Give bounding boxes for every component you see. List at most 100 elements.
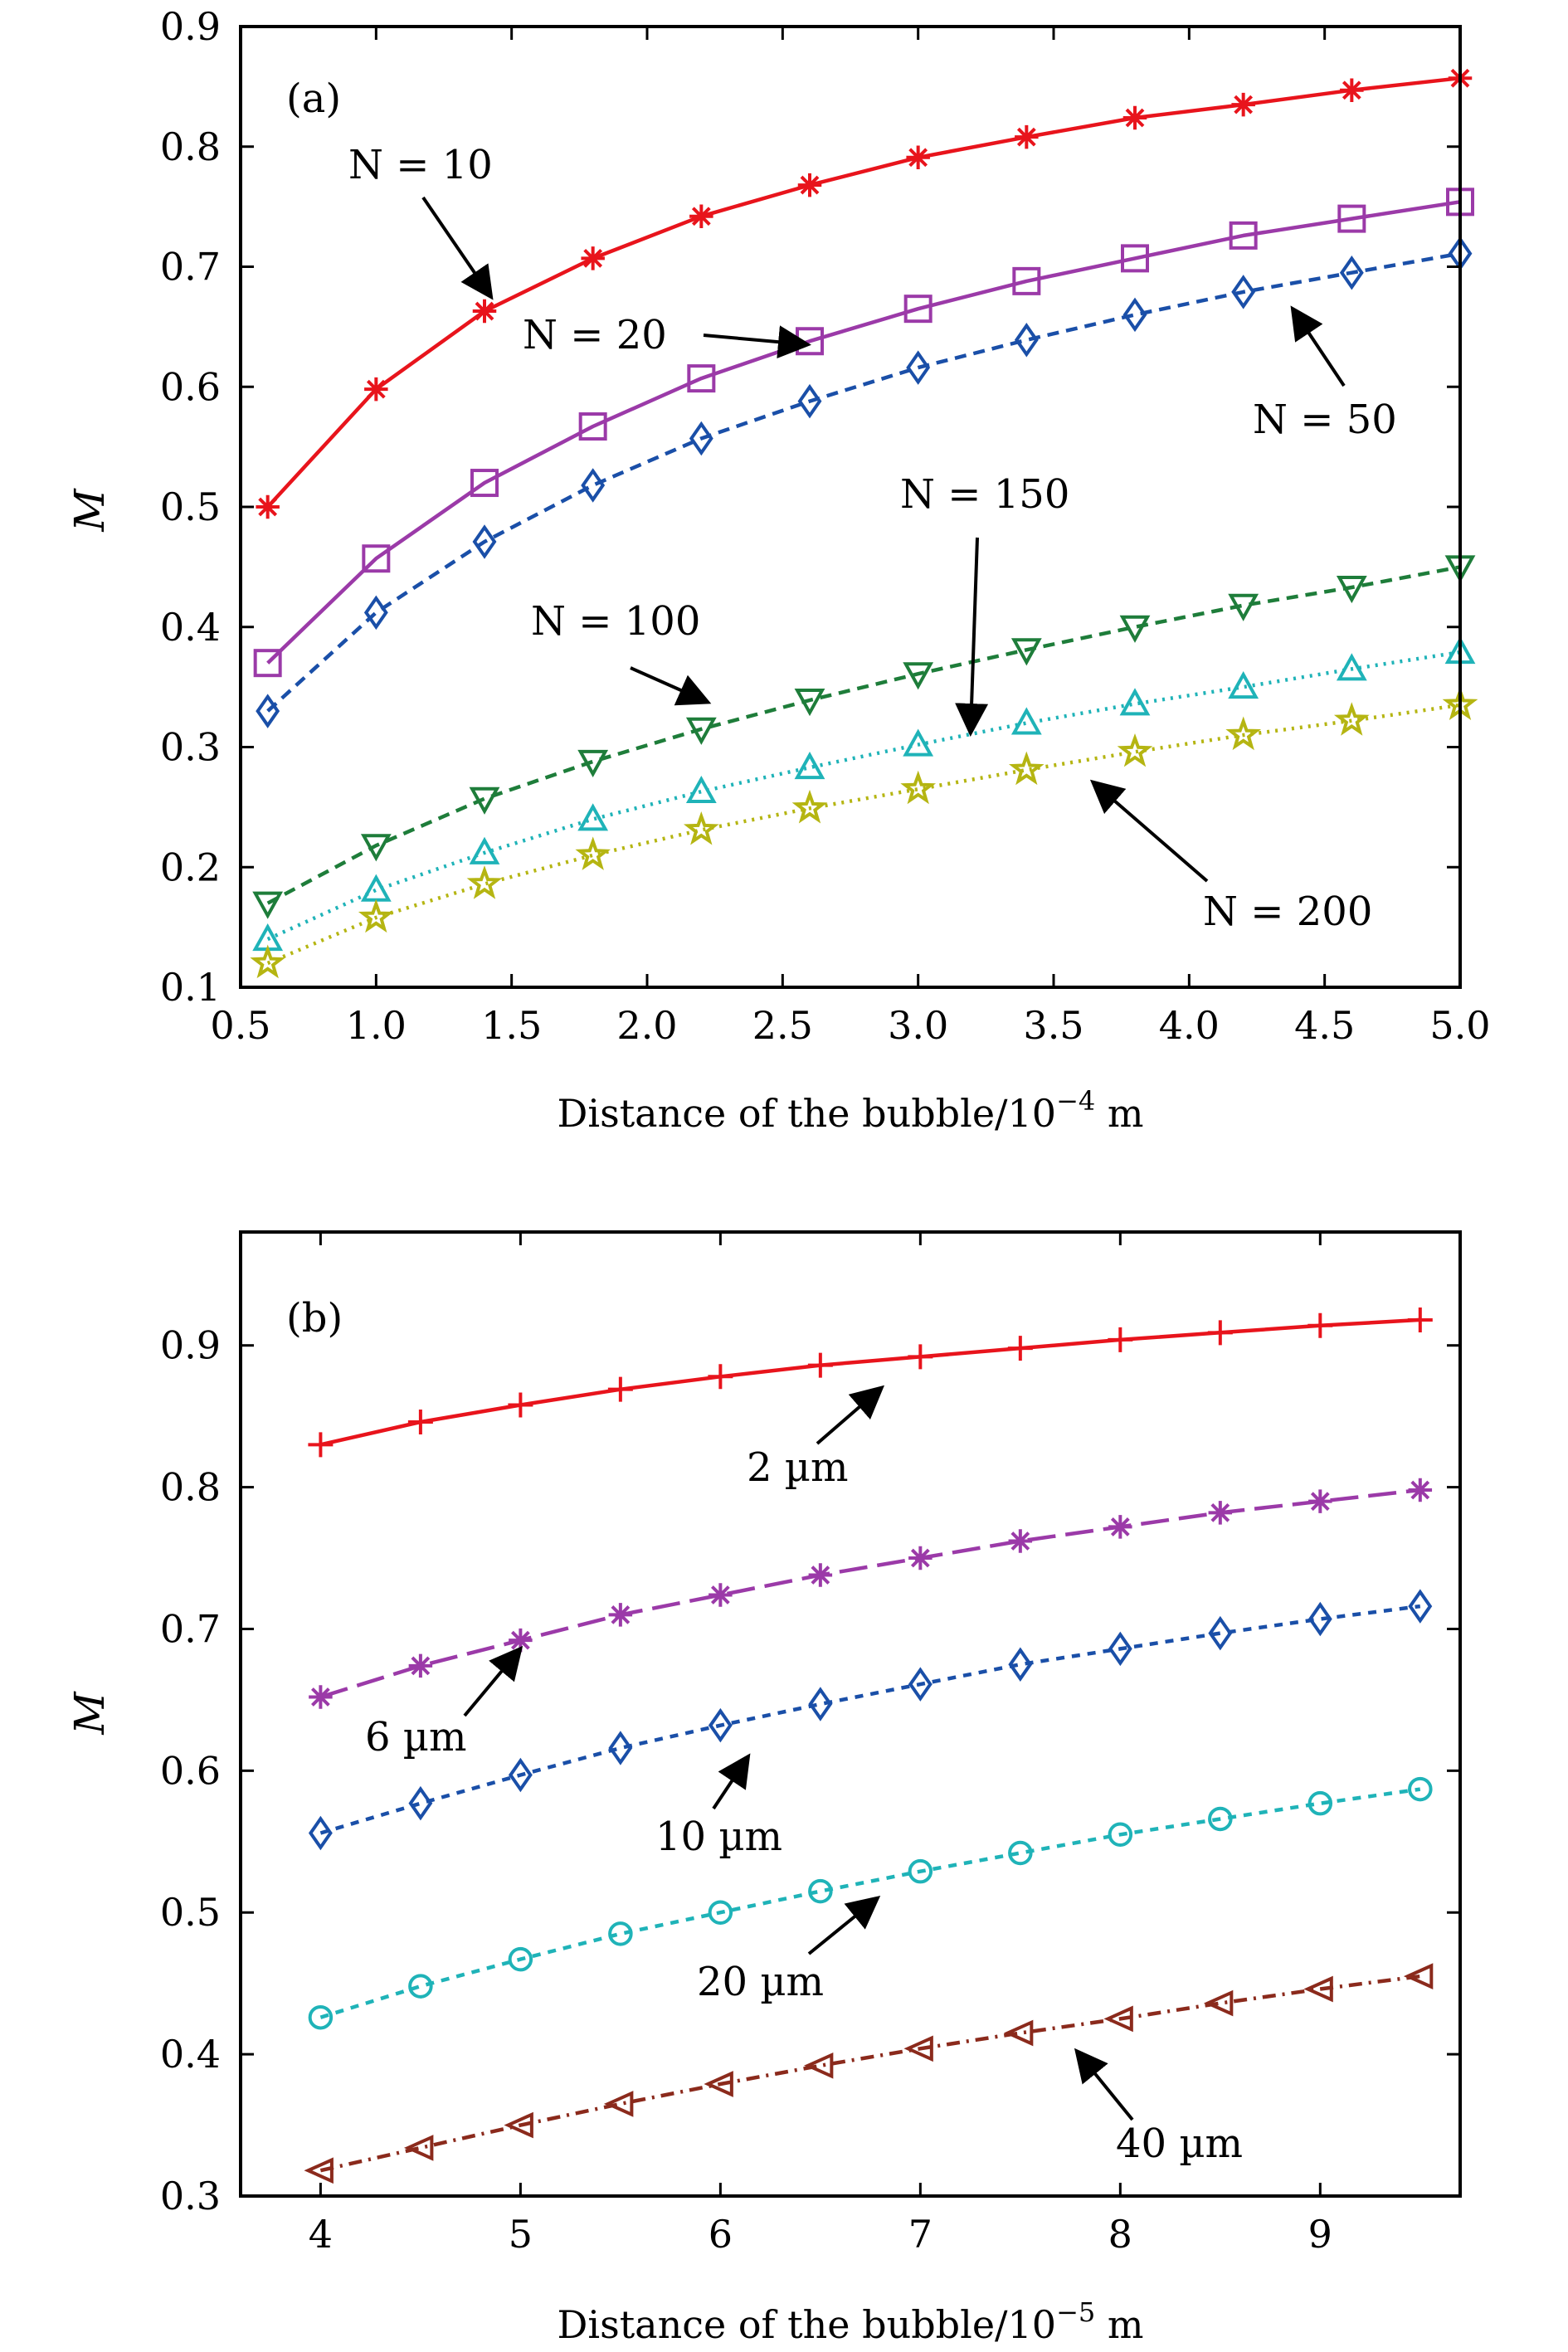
panel-b-point-20-m-9	[1208, 1806, 1233, 1832]
panel-a-point-n-10-3	[581, 246, 605, 270]
panel-a-x-tick-label: 3.0	[888, 1003, 948, 1048]
panel-a-point-n-20-4	[687, 364, 716, 393]
panel-b-point-2-m-9	[1207, 1320, 1233, 1346]
annotation-40um-arrow	[1074, 2048, 1134, 2121]
panel-a-series-n-150	[252, 636, 1476, 952]
panel-a-point-n-10-1	[364, 377, 388, 402]
annotation-n100: N = 100	[531, 598, 700, 645]
annotation-n50: N = 50	[1253, 397, 1397, 443]
panel-b-point-6-m-9	[1208, 1501, 1233, 1525]
annotation-2um: 2 µm	[747, 1444, 849, 1491]
panel-a-point-n-10-10	[1340, 78, 1364, 102]
panel-b-point-2-m-5	[807, 1352, 833, 1378]
panel-a-point-n-100-4	[685, 717, 717, 745]
panel-a-point-n-20-3	[578, 412, 607, 441]
panel-b-point-20-m-8	[1108, 1822, 1133, 1847]
panel-b-y-tick-label: 0.9	[160, 1323, 221, 1368]
panel-a-y-axis-label: M	[66, 488, 114, 533]
panel-a-point-n-10-9	[1231, 92, 1255, 117]
panel-a-series-n-50	[256, 236, 1473, 728]
panel-a-point-n-200-5	[791, 789, 828, 824]
panel-b-point-6-m-10	[1308, 1489, 1332, 1513]
panel-b-point-10-m-8	[1108, 1631, 1132, 1667]
panel-a-series-line-n-20	[266, 200, 1461, 665]
panel-b-series-2-m	[308, 1307, 1433, 1458]
panel-a-point-n-200-9	[1225, 716, 1262, 751]
panel-a-y-tick-label: 0.1	[160, 965, 221, 1010]
panel-a-series-line-n-10	[266, 75, 1461, 509]
panel-a-point-n-200-1	[358, 898, 394, 933]
panel-a-point-n-150-5	[794, 751, 825, 780]
panel-a-x-tick-label: 1.5	[481, 1003, 542, 1048]
panel-a-point-n-20-0	[253, 649, 282, 678]
panel-b-ticks: 4 5 6 7 8 9 0.3 0.4 0.5 0.6 0.7 0.8 0.9	[160, 1232, 1460, 2257]
panel-b-plot-frame	[239, 1230, 1462, 2198]
panel-b-chart: 4 5 6 7 8 9 0.3 0.4 0.5 0.6 0.7 0.8 0.9 (b) M Distan…	[66, 1230, 1462, 2347]
panel-b-label: (b)	[286, 1295, 343, 1342]
panel-b-point-40-m-4	[704, 2071, 733, 2097]
panel-a-point-n-20-1	[362, 544, 391, 573]
panel-b-point-2-m-7	[1007, 1336, 1033, 1361]
panel-a-x-tick-label: 4.0	[1159, 1003, 1220, 1048]
panel-b-point-10-m-4	[708, 1707, 733, 1743]
panel-a-annotations: N = 10 N = 20 N = 50 N = 100 N = 150 N =…	[348, 142, 1397, 935]
panel-a-point-n-100-6	[903, 662, 934, 690]
panel-a-point-n-200-8	[1117, 733, 1153, 767]
annotation-10um: 10 µm	[655, 1814, 782, 1860]
panel-a-point-n-150-1	[360, 874, 392, 902]
panel-a-x-tick-label: 1.0	[346, 1003, 407, 1048]
panel-b-point-2-m-8	[1108, 1327, 1133, 1352]
panel-b-point-40-m-0	[304, 2157, 334, 2184]
panel-b-x-tick-label: 6	[709, 2212, 733, 2257]
panel-a-point-n-10-2	[472, 299, 497, 324]
panel-b-point-10-m-3	[608, 1731, 633, 1765]
panel-a-series-line-n-150	[266, 650, 1461, 942]
panel-a-point-n-200-10	[1333, 702, 1370, 736]
panel-a-point-n-10-0	[256, 494, 280, 519]
panel-b-point-20-m-7	[1008, 1840, 1033, 1866]
panel-b-series-20-m	[308, 1776, 1433, 2030]
panel-a-series-line-n-100	[266, 565, 1461, 905]
annotation-n200: N = 200	[1203, 889, 1372, 935]
annotation-n20-arrow	[703, 325, 811, 359]
panel-a-point-n-50-3	[581, 468, 606, 503]
panel-b-point-10-m-6	[908, 1667, 933, 1702]
panel-a-point-n-20-8	[1121, 244, 1149, 273]
panel-b-x-tick-label: 4	[309, 2212, 333, 2257]
panel-a-x-axis-label: Distance of the bubble/10−4 m	[558, 1085, 1144, 1136]
panel-b-y-tick-label: 0.5	[160, 1890, 221, 1935]
annotation-n200-arrow	[1089, 779, 1209, 883]
panel-b-point-20-m-10	[1307, 1790, 1333, 1816]
panel-a-point-n-10-5	[797, 173, 822, 197]
panel-b-series-6-m	[309, 1478, 1433, 1709]
panel-b-point-10-m-1	[408, 1785, 433, 1821]
panel-b-series-line-2-m	[319, 1317, 1420, 1447]
annotation-10um-arrow	[712, 1753, 751, 1810]
panel-a-point-n-50-9	[1231, 275, 1256, 309]
panel-a-x-tick-label: 3.5	[1023, 1003, 1083, 1048]
panel-a-series-line-n-50	[266, 251, 1461, 713]
panel-b-point-10-m-7	[1008, 1647, 1033, 1682]
panel-a-point-n-20-2	[470, 469, 499, 498]
panel-a-y-tick-label: 0.9	[160, 4, 221, 49]
panel-a-point-n-100-7	[1010, 638, 1042, 666]
panel-b-series-10-m	[308, 1589, 1433, 1851]
panel-b-point-2-m-3	[607, 1376, 633, 1402]
panel-b-y-tick-label: 0.7	[160, 1606, 221, 1651]
panel-b-point-20-m-2	[508, 1946, 533, 1972]
panel-b-y-tick-label: 0.6	[160, 1748, 221, 1793]
panel-b-series-line-40-m	[319, 1974, 1421, 2173]
annotation-6um: 6 µm	[365, 1714, 467, 1760]
panel-a-point-n-150-8	[1119, 688, 1151, 716]
panel-b-point-6-m-6	[908, 1546, 933, 1570]
panel-b-series-line-20-m	[319, 1787, 1421, 2019]
panel-a-point-n-100-2	[469, 786, 500, 815]
panel-b-point-40-m-7	[1003, 2019, 1034, 2047]
annotation-6um-arrow	[463, 1645, 523, 1717]
panel-a-point-n-100-0	[252, 891, 284, 919]
panel-a-point-n-50-2	[472, 524, 497, 559]
panel-a-point-n-50-7	[1014, 323, 1039, 358]
panel-b-point-40-m-9	[1203, 1989, 1234, 2017]
panel-b-point-40-m-2	[504, 2111, 533, 2139]
